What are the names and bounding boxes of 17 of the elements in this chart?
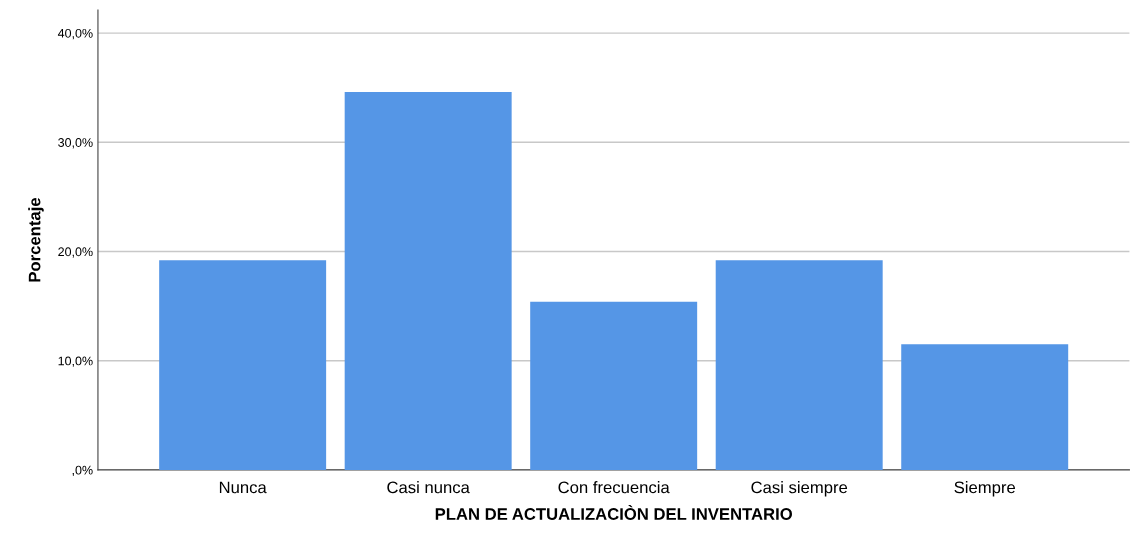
x-axis-title: PLAN DE ACTUALIZACIÒN DEL INVENTARIO	[435, 504, 792, 520]
bar	[159, 260, 327, 470]
x-tick-label: Siempre	[954, 481, 1016, 497]
bar	[530, 301, 698, 470]
x-tick-label: Casi siempre	[751, 481, 848, 497]
x-tick-label: Casi nunca	[387, 481, 470, 494]
bar	[344, 92, 512, 470]
x-tick-label: Nunca	[219, 481, 267, 494]
y-tick-label: 10,0%	[58, 356, 93, 367]
y-tick-label: 20,0%	[58, 247, 93, 258]
bar	[901, 344, 1069, 470]
bar	[715, 260, 883, 470]
x-tick-label: Con frecuencia	[558, 481, 670, 494]
y-tick-label: 40,0%	[57, 28, 93, 40]
y-tick-label: ,0%	[72, 465, 93, 477]
y-axis-title: Porcentaje	[28, 197, 44, 282]
y-tick-label: 30,0%	[58, 138, 93, 149]
